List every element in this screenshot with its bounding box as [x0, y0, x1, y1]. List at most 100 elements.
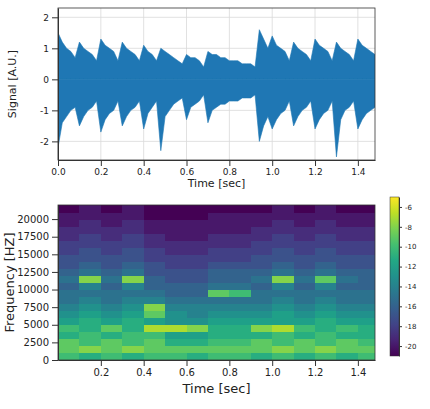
heatmap-cell — [251, 261, 273, 269]
heatmap-cell — [358, 297, 375, 305]
heatmap-cell — [251, 339, 273, 347]
heatmap-cell — [122, 226, 144, 234]
heatmap-cell — [358, 205, 375, 213]
heatmap-cell — [336, 318, 358, 326]
heatmap-cell — [58, 205, 80, 213]
heatmap-cell — [187, 318, 209, 326]
x-axis-tick-mark — [101, 160, 102, 166]
colorbar-axis-tick-label: -14 — [405, 283, 417, 291]
plot-frame — [58, 8, 375, 160]
heatmap-cell — [315, 318, 337, 326]
heatmap-cell — [79, 205, 101, 213]
heatmap-cell — [208, 339, 230, 347]
heatmap-cell — [251, 311, 273, 319]
heatmap-cell — [294, 219, 316, 227]
x-axis-title: Time [sec] — [181, 381, 250, 396]
heatmap-cell — [79, 339, 101, 347]
heatmap-cell — [315, 261, 337, 269]
x-axis-tick-mark — [229, 360, 230, 366]
colorbar-axis-tick-label: -16 — [405, 303, 417, 311]
y-axis-tick: 0 — [43, 75, 58, 85]
x-axis-tick-label: 1.0 — [265, 367, 281, 378]
heatmap-cell — [358, 275, 375, 283]
heatmap-cell — [358, 290, 375, 298]
heatmap-cell — [144, 290, 166, 298]
y-axis: 02500500075001000012500150001750020000 — [17, 206, 58, 366]
heatmap-cell — [187, 261, 209, 269]
heatmap-cell — [251, 290, 273, 298]
heatmap-cell — [294, 212, 316, 220]
heatmap-cell — [101, 275, 123, 283]
heatmap-cell — [358, 325, 375, 333]
heatmap-cell — [315, 240, 337, 248]
colorbar-axis-tick-mark — [399, 306, 402, 307]
heatmap-cell — [251, 304, 273, 312]
y-axis-tick: 2 — [43, 13, 58, 23]
colorbar-axis-tick-label: -6 — [405, 204, 413, 212]
x-axis-tick: 1.4 — [351, 160, 366, 177]
heatmap-cell — [58, 318, 80, 326]
heatmap-cell — [144, 268, 166, 276]
x-axis-tick-mark — [315, 360, 316, 366]
heatmap-cell — [251, 240, 273, 248]
heatmap-cell — [79, 247, 101, 255]
heatmap-cell — [358, 233, 375, 241]
heatmap-cell — [144, 346, 166, 354]
x-axis-tick-label: 0.8 — [223, 167, 238, 177]
heatmap-cell — [101, 304, 123, 312]
heatmap-cell — [315, 212, 337, 220]
heatmap-cell — [272, 339, 294, 347]
y-axis-tick-label: 2 — [43, 13, 49, 23]
heatmap-cell — [79, 283, 101, 291]
heatmap-cell — [272, 283, 294, 291]
heatmap-cell — [229, 240, 251, 248]
heatmap-cell — [58, 325, 80, 333]
heatmap-cell — [208, 261, 230, 269]
heatmap-cell — [208, 247, 230, 255]
heatmap-cell — [144, 240, 166, 248]
colorbar-axis-tick-mark — [399, 227, 402, 228]
heatmap-cell — [229, 332, 251, 340]
heatmap-cell — [165, 268, 187, 276]
x-axis-tick-mark — [272, 160, 273, 166]
heatmap-cell — [187, 212, 209, 220]
y-axis-tick-mark — [52, 141, 58, 142]
heatmap-cell — [187, 219, 209, 227]
heatmap-cell — [251, 268, 273, 276]
heatmap-cell — [144, 297, 166, 305]
heatmap-cell — [208, 325, 230, 333]
heatmap-cell — [229, 353, 251, 360]
y-axis-tick-label: 1 — [43, 44, 49, 54]
heatmap-cell — [122, 325, 144, 333]
colorbar-axis-tick-label: -18 — [405, 323, 416, 331]
heatmap-cell — [101, 212, 123, 220]
heatmap-cell — [229, 283, 251, 291]
x-axis-tick-label: 0.8 — [222, 367, 238, 378]
y-axis-tick-mark — [52, 342, 58, 343]
heatmap-cell — [101, 297, 123, 305]
heatmap-cell — [272, 297, 294, 305]
heatmap-cell — [101, 339, 123, 347]
x-axis-tick-label: 0.0 — [51, 167, 66, 177]
heatmap-cell — [251, 318, 273, 326]
heatmap-cell — [272, 226, 294, 234]
heatmap-cell — [58, 240, 80, 248]
heatmap-cell — [122, 297, 144, 305]
heatmap-cell — [79, 311, 101, 319]
y-axis-tick-label: 5000 — [24, 319, 49, 330]
heatmap-cell — [358, 240, 375, 248]
heatmap-cell — [144, 254, 166, 262]
heatmap-cell — [208, 205, 230, 213]
y-axis-tick-mark — [52, 325, 58, 326]
heatmap-cell — [294, 226, 316, 234]
heatmap-cell — [229, 325, 251, 333]
heatmap-cell — [229, 339, 251, 347]
y-axis-tick-label: -1 — [40, 106, 49, 116]
heatmap-cell — [122, 233, 144, 241]
x-axis-tick-label: 1.4 — [350, 367, 366, 378]
y-axis-tick-label: 0 — [43, 75, 49, 85]
x-axis-tick: 0.4 — [136, 360, 152, 378]
heatmap-cell — [315, 219, 337, 227]
x-axis-tick-mark — [144, 160, 145, 166]
heatmap-cell — [187, 254, 209, 262]
